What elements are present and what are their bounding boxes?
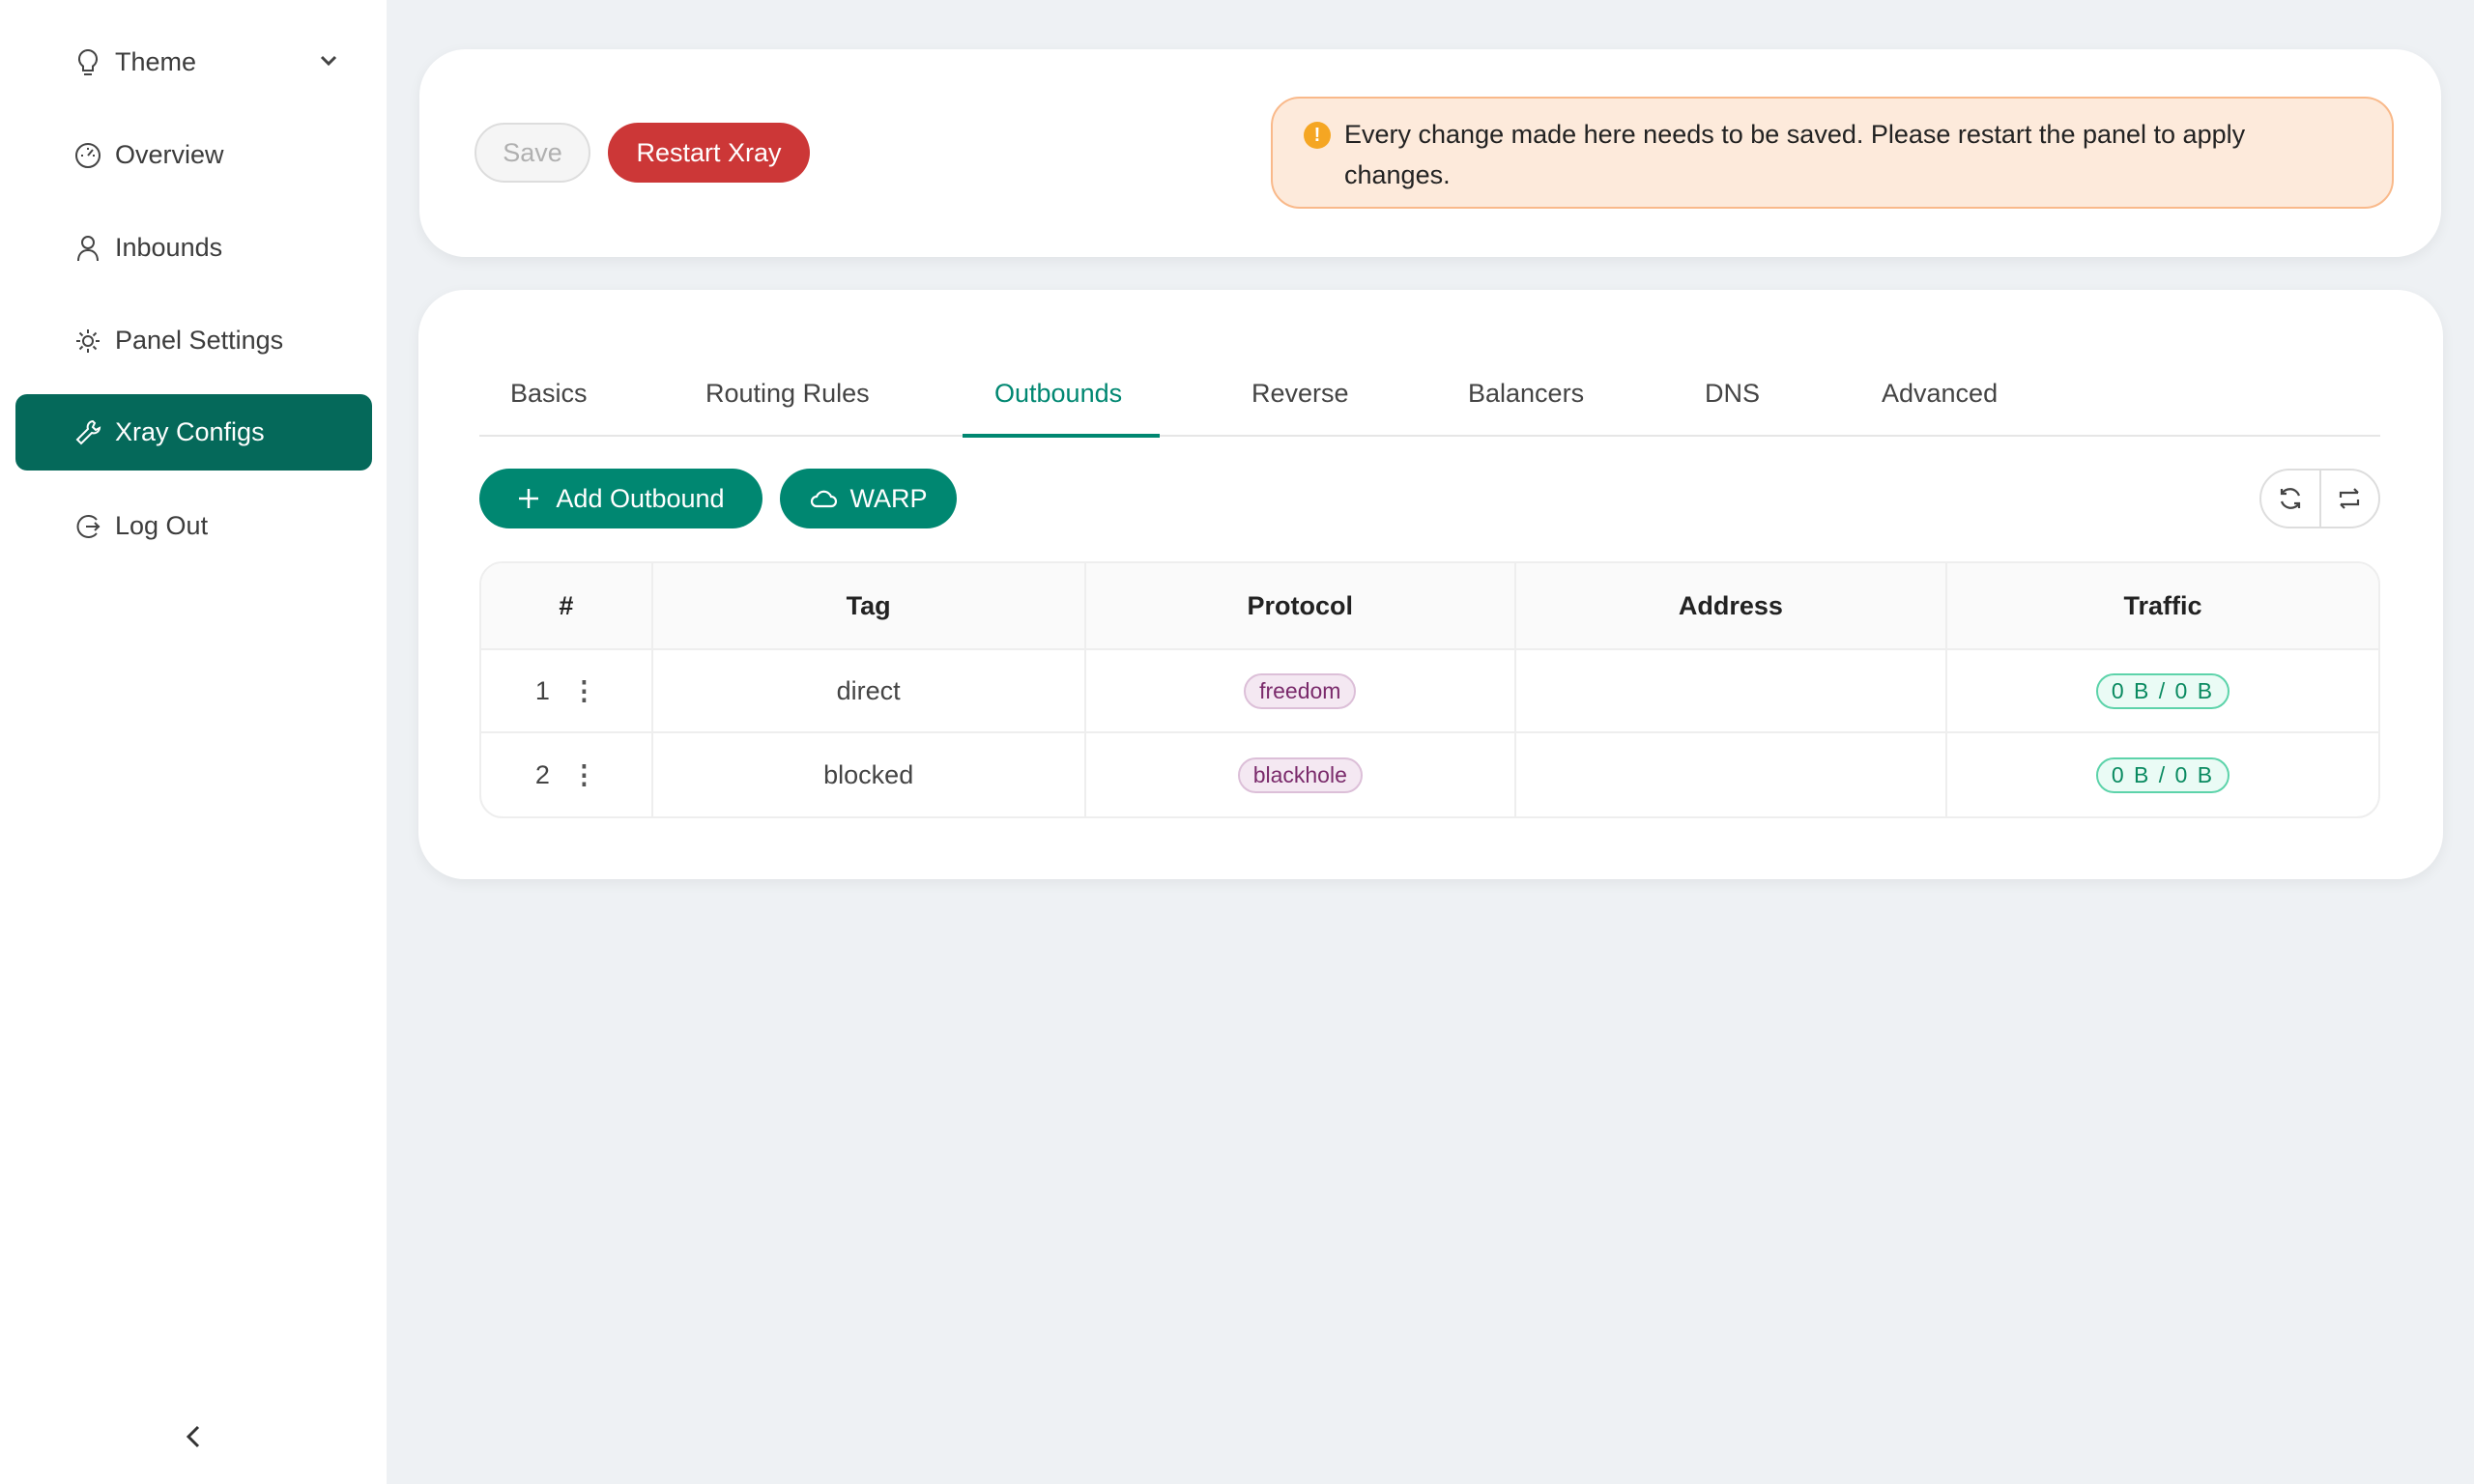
column-header-traffic: Traffic [1946,563,2378,650]
column-header-tag: Tag [652,563,1086,650]
gear-icon [73,327,102,356]
swap-icon[interactable] [2321,471,2379,527]
sidebar-item-label: Panel Settings [115,326,284,355]
warning-alert: ! Every change made here needs to be sav… [1271,97,2394,209]
sidebar-item-log-out[interactable]: Log Out [15,488,372,564]
sidebar-item-overview[interactable]: Overview [15,117,372,193]
tab-routing-rules[interactable]: Routing Rules [705,379,870,408]
tab-outbounds[interactable]: Outbounds [994,379,1123,408]
row-traffic-cell: 0 B / 0 B [1947,733,2378,816]
bulb-icon [73,48,102,77]
more-vertical-icon[interactable]: ⋮ [570,675,597,705]
logout-icon [73,512,102,541]
tab-basics[interactable]: Basics [510,379,588,408]
table-actions [2259,469,2380,528]
row-address [1516,733,1947,816]
restart-xray-button[interactable]: Restart Xray [608,123,810,183]
traffic-badge: 0 B / 0 B [2095,672,2230,709]
sidebar-item-label: Theme [115,47,197,76]
save-button[interactable]: Save [475,123,590,183]
refresh-icon[interactable] [2261,471,2321,527]
outbounds-table: # Tag Protocol Address Traffic 1 ⋮ direct… [479,561,2380,818]
row-index-cell: 1 ⋮ [481,650,653,733]
row-tag: blocked [653,733,1086,816]
table-row: 1 ⋮ direct freedom 0 B / 0 B [481,650,2378,733]
row-traffic-cell: 0 B / 0 B [1946,650,2378,733]
column-header-index: # [481,563,653,650]
chevron-down-icon[interactable] [318,47,339,77]
tab-balancers[interactable]: Balancers [1468,379,1585,408]
tab-dns[interactable]: DNS [1705,379,1761,408]
sidebar-item-panel-settings[interactable]: Panel Settings [15,302,372,379]
cloud-icon [810,490,837,508]
collapse-sidebar-icon[interactable] [180,1422,209,1451]
dashboard-icon [73,141,102,170]
protocol-badge: blackhole [1237,756,1363,793]
sidebar-item-label: Inbounds [115,233,223,262]
sidebar-item-theme[interactable]: Theme [15,24,372,100]
tab-advanced[interactable]: Advanced [1882,379,1999,408]
add-outbound-button[interactable]: Add Outbound [479,469,762,528]
sidebar-item-inbounds[interactable]: Inbounds [15,210,372,286]
plus-icon [519,489,539,508]
traffic-badge: 0 B / 0 B [2095,756,2230,793]
sidebar-item-xray-configs[interactable]: Xray Configs [15,394,372,471]
exclamation-icon: ! [1304,122,1331,149]
user-icon [73,234,102,263]
table-header-row: # Tag Protocol Address Traffic [481,563,2378,650]
row-protocol-cell: freedom [1085,650,1516,733]
row-index: 2 [534,759,550,789]
active-tab-indicator [963,434,1160,438]
wrench-icon [73,418,102,447]
row-index: 1 [534,675,550,705]
more-vertical-icon[interactable]: ⋮ [570,759,597,789]
row-tag: direct [652,650,1086,733]
sidebar-item-label: Overview [115,140,224,169]
sidebar: Theme Overview Inbounds Panel Settings X… [0,0,387,1484]
sidebar-item-label: Log Out [115,511,209,540]
row-protocol-cell: blackhole [1086,733,1516,816]
protocol-badge: freedom [1244,672,1357,709]
warp-button[interactable]: WARP [780,469,957,528]
column-header-protocol: Protocol [1085,563,1516,650]
add-outbound-label: Add Outbound [556,483,725,513]
alert-text: Every change made here needs to be saved… [1344,120,2246,189]
sidebar-item-label: Xray Configs [115,417,265,446]
tab-reverse[interactable]: Reverse [1251,379,1349,408]
row-index-cell: 2 ⋮ [481,733,653,816]
tab-bar: Basics Routing Rules Outbounds Reverse B… [479,367,2380,438]
column-header-address: Address [1515,563,1947,650]
row-address [1515,650,1947,733]
warp-label: WARP [849,483,928,513]
table-row: 2 ⋮ blocked blackhole 0 B / 0 B [481,733,2378,816]
